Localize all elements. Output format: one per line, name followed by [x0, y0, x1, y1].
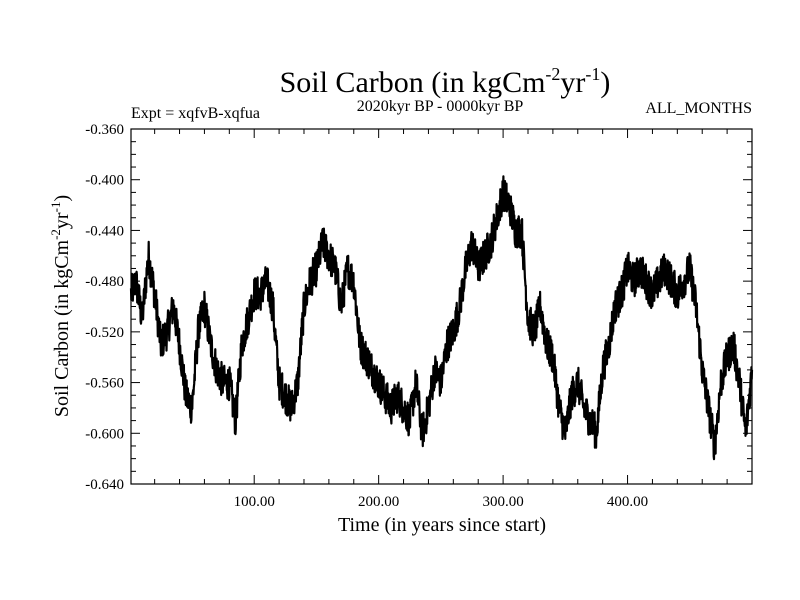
- y-tick-label: -0.480: [85, 274, 124, 290]
- soil-carbon-series-line: [129, 175, 754, 461]
- period-label: 2020kyr BP - 0000kyr BP: [357, 98, 524, 115]
- y-tick-label: -0.520: [85, 325, 124, 341]
- x-tick-label: 400.00: [607, 494, 648, 510]
- y-tick-label: -0.600: [85, 426, 124, 442]
- y-tick-label: -0.360: [85, 122, 124, 138]
- months-label: ALL_MONTHS: [645, 100, 752, 117]
- y-tick-label: -0.560: [85, 376, 124, 392]
- y-axis-label: Soil Carbon (in kgCm-2yr-1): [48, 195, 73, 417]
- x-tick-label: 300.00: [482, 494, 523, 510]
- plot-area: [130, 128, 753, 485]
- experiment-label: Expt = xqfvB-xqfua: [131, 105, 260, 122]
- chart-title: Soil Carbon (in kgCm-2yr-1): [280, 64, 611, 99]
- x-axis: 100.00 200.00 300.00 400.00: [154, 129, 728, 510]
- y-tick-label: -0.440: [85, 223, 124, 239]
- x-tick-label: 100.00: [234, 494, 275, 510]
- x-tick-label: 200.00: [358, 494, 399, 510]
- y-tick-label: -0.640: [85, 477, 124, 493]
- x-axis-label: Time (in years since start): [338, 514, 546, 536]
- y-tick-label: -0.400: [85, 173, 124, 189]
- y-axis: -0.360 -0.400 -0.440 -0.480 -0.520 -0.560 -0.6…: [85, 122, 752, 493]
